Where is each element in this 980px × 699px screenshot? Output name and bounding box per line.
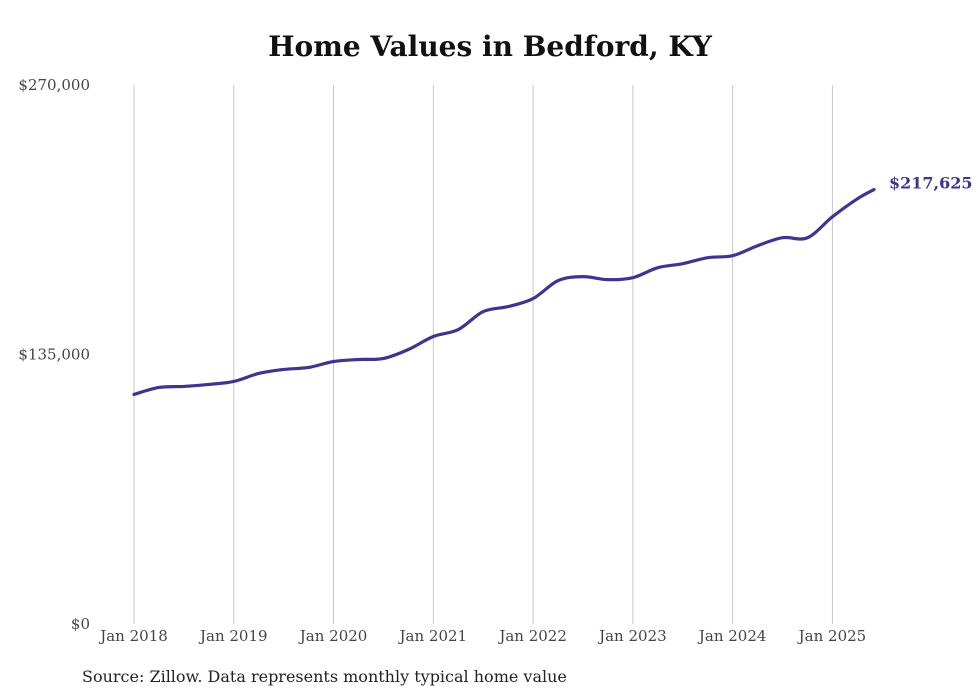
chart-source-note: Source: Zillow. Data represents monthly … [82, 667, 567, 686]
y-tick-label: $135,000 [18, 346, 90, 364]
x-tick-label: Jan 2023 [597, 627, 667, 645]
x-tick-label: Jan 2025 [797, 627, 867, 645]
x-tick-label: Jan 2020 [298, 627, 368, 645]
y-tick-label: $0 [71, 615, 90, 633]
y-axis-ticks: $0 $135,000 $270,000 [18, 76, 90, 633]
x-tick-label: Jan 2024 [697, 627, 767, 645]
x-tick-label: Jan 2021 [398, 627, 468, 645]
x-axis-ticks: Jan 2018 Jan 2019 Jan 2020 Jan 2021 Jan 2022… [98, 627, 866, 645]
x-tick-label: Jan 2018 [98, 627, 168, 645]
chart-title: Home Values in Bedford, KY [268, 30, 712, 63]
x-tick-label: Jan 2019 [198, 627, 268, 645]
series-layer: $217,625 [132, 174, 973, 397]
end-value-label: $217,625 [889, 174, 973, 193]
x-tick-label: Jan 2022 [497, 627, 567, 645]
gridlines [133, 85, 833, 624]
y-tick-label: $270,000 [18, 76, 90, 94]
series-line [132, 187, 876, 397]
